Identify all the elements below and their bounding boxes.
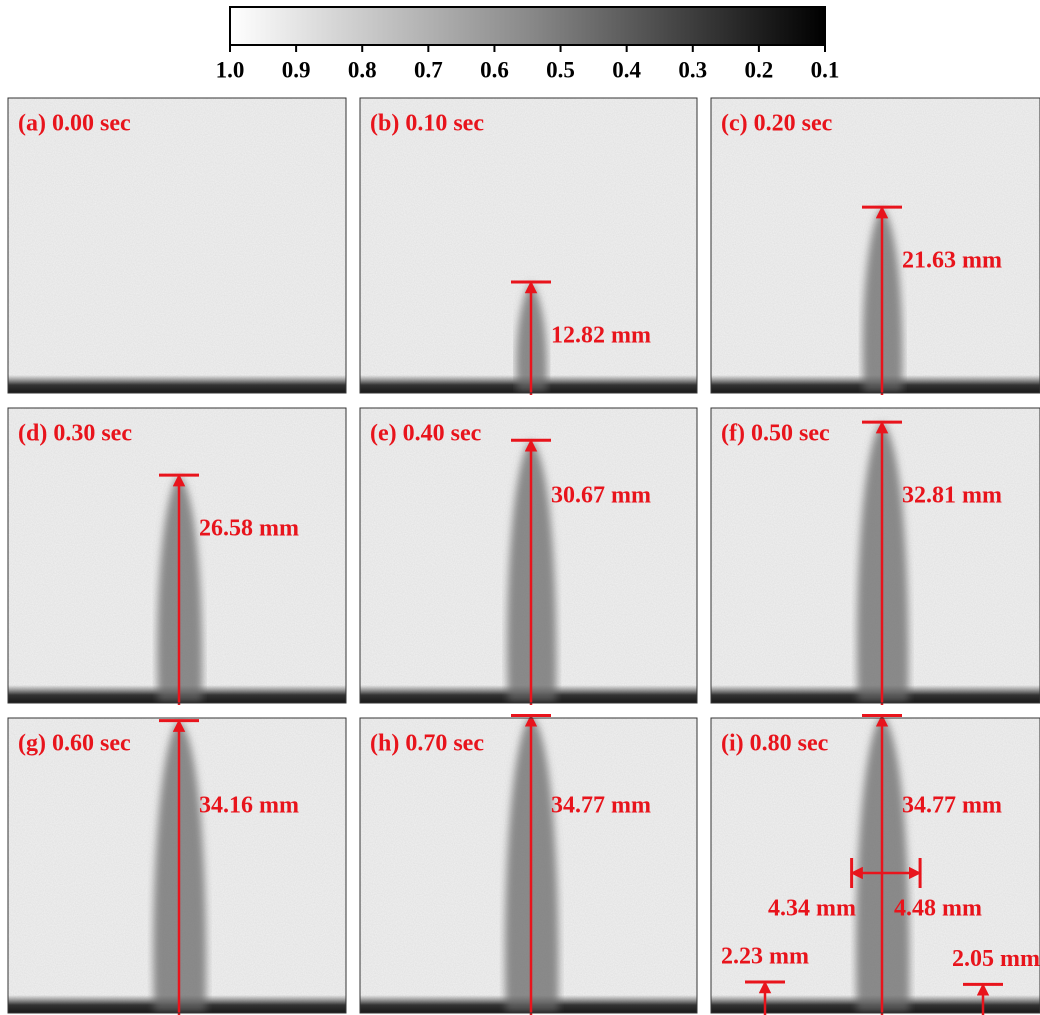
page: {"colorbar": {"lim": [1, 0.1], "ticks": … — [0, 0, 1040, 1015]
panel-label: (f) 0.50 sec — [721, 421, 830, 447]
noise — [8, 98, 346, 393]
height-label: 32.81 mm — [902, 483, 1002, 509]
offset-right-label: 2.05 mm — [952, 946, 1040, 972]
width-left-label: 4.34 mm — [768, 896, 856, 922]
panel: 34.16 mm (g) 0.60 sec — [8, 718, 346, 1015]
height-label: 21.63 mm — [902, 248, 1002, 274]
panel-label: (g) 0.60 sec — [18, 731, 131, 757]
colorbar-tick-label: 0.7 — [414, 57, 443, 82]
panel-image — [711, 408, 1040, 705]
panel-label: (i) 0.80 sec — [721, 731, 829, 757]
panel-image — [8, 718, 346, 1015]
panel-image — [360, 715, 697, 1015]
figure: 1.0 0.9 0.8 0.7 0.6 0.5 0.4 0.3 0.2 0.1 (a) 0.00 s… — [0, 0, 1040, 1015]
panel-image — [8, 408, 346, 705]
height-label: 12.82 mm — [551, 323, 651, 349]
panel-image — [360, 98, 697, 395]
panel: 26.58 mm (d) 0.30 sec — [8, 408, 346, 705]
panel-label: (d) 0.30 sec — [18, 421, 132, 447]
offset-left-label: 2.23 mm — [721, 944, 809, 970]
panel-label: (h) 0.70 sec — [370, 731, 484, 757]
colorbar-tick-label: 0.5 — [546, 57, 575, 82]
colorbar-tick-label: 0.6 — [480, 57, 509, 82]
panel-image — [8, 98, 346, 395]
panel-image — [711, 98, 1040, 395]
panel: 34.77 mm (h) 0.70 sec — [360, 715, 697, 1015]
width-right-label: 4.48 mm — [894, 896, 982, 922]
colorbar-tick-label: 0.9 — [282, 57, 311, 82]
panel-label: (a) 0.00 sec — [18, 111, 131, 137]
colorbar-tick-label: 0.3 — [678, 57, 707, 82]
panel-label: (b) 0.10 sec — [370, 111, 484, 137]
panel: 12.82 mm (b) 0.10 sec — [360, 98, 697, 395]
colorbar-tick-label: 0.8 — [348, 57, 377, 82]
colorbar-tick-label: 0.4 — [612, 57, 641, 82]
height-label: 34.77 mm — [551, 793, 651, 819]
height-label: 26.58 mm — [199, 516, 299, 542]
panel: 21.63 mm (c) 0.20 sec — [711, 98, 1040, 395]
panel: 34.77 mm (i) 0.80 sec 4.34 mm 4.48 mm 2.23 m… — [711, 715, 1040, 1015]
height-label: 34.16 mm — [199, 793, 299, 819]
colorbar — [230, 7, 825, 45]
height-label: 30.67 mm — [551, 483, 651, 509]
panel: 30.67 mm (e) 0.40 sec — [360, 408, 697, 705]
height-label: 34.77 mm — [902, 793, 1002, 819]
panel: 32.81 mm (f) 0.50 sec — [711, 408, 1040, 705]
colorbar-tick-label: 0.2 — [745, 57, 774, 82]
panel-image — [360, 408, 697, 705]
colorbar-tick-label: 1.0 — [216, 57, 245, 82]
panel-label: (c) 0.20 sec — [721, 111, 833, 137]
colorbar-tick-label: 0.1 — [811, 57, 840, 82]
panel-label: (e) 0.40 sec — [370, 421, 482, 447]
bottom-band — [8, 375, 346, 395]
panel: (a) 0.00 sec — [8, 98, 346, 395]
